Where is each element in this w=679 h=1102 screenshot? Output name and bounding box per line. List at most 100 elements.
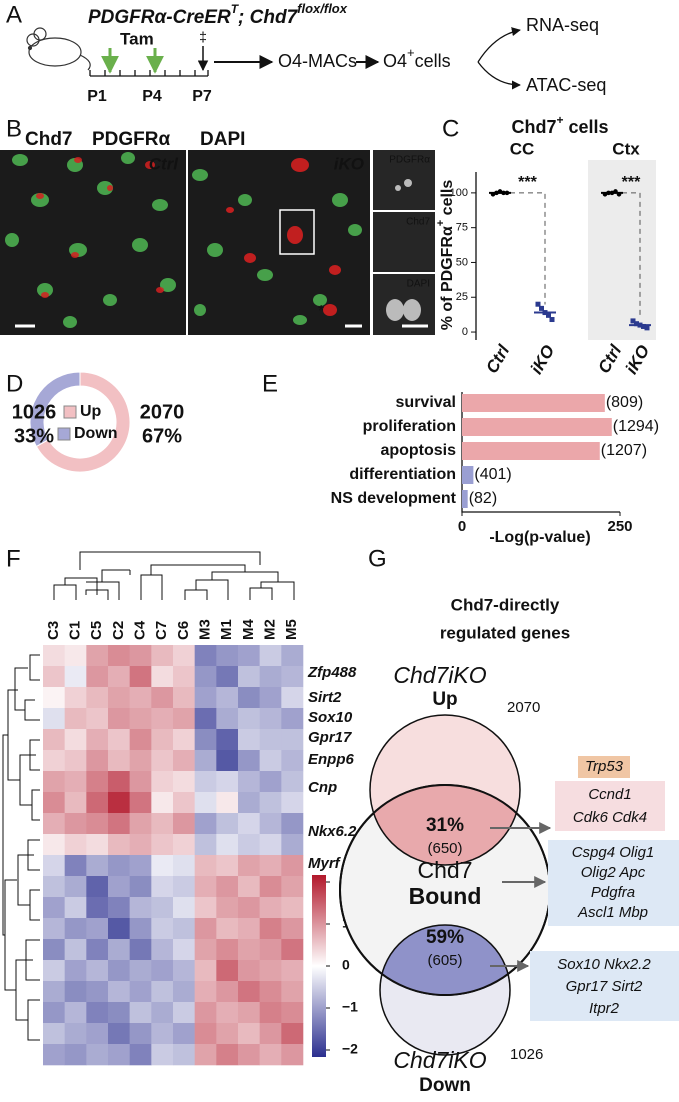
gene-label: Sox10 (308, 709, 353, 726)
heatmap-cell (173, 813, 195, 835)
heatmap-cell (238, 897, 260, 919)
heatmap-cell (281, 834, 304, 856)
heatmap-cell (64, 792, 87, 814)
heatmap-cell (86, 729, 109, 751)
step-part: cells (415, 51, 451, 71)
column-label: M4 (240, 619, 257, 640)
heatmap-cell (43, 855, 65, 877)
donut-value: 1026 (12, 401, 57, 423)
step-sup: + (407, 45, 415, 60)
gene-label: Myrf (308, 855, 342, 872)
heatmap-cell (108, 645, 130, 667)
heatmap-cell (281, 750, 304, 772)
heatmap-cell (151, 876, 174, 898)
heatmap-cell (43, 1002, 65, 1024)
column-label: C7 (153, 621, 170, 640)
heatmap-cell (281, 1044, 304, 1066)
heatmap-cell (259, 876, 282, 898)
panel-label: F (6, 545, 21, 572)
heatmap-cell (108, 939, 130, 961)
title-part: Chd7 (511, 117, 556, 137)
heatmap-cell (151, 981, 174, 1003)
tam-label: Tam (120, 29, 154, 48)
x-axis-label: -Log(p-value) (489, 529, 590, 546)
heatmap-cell (151, 771, 174, 793)
heatmap-cell (194, 876, 217, 898)
category-label: proliferation (363, 418, 456, 435)
x-tick-label: 0 (458, 518, 466, 535)
heatmap-cell (86, 918, 109, 940)
heatmap-cell (108, 708, 130, 730)
heatmap-cell (173, 939, 195, 961)
heatmap-cell (43, 708, 65, 730)
heatmap-cell (194, 834, 217, 856)
heatmap-cell (238, 813, 260, 835)
heatmap-cell (129, 1044, 152, 1066)
count-label: (82) (469, 490, 497, 507)
heatmap-cell (129, 750, 152, 772)
heatmap-cell (64, 960, 87, 982)
micrograph (0, 150, 435, 335)
heatmap-cell (238, 666, 260, 688)
column-label: C6 (175, 621, 192, 640)
heatmap-cell (151, 645, 174, 667)
colorbar (312, 875, 326, 1057)
heatmap-cell (281, 792, 304, 814)
step-label: O4-MACs (278, 51, 357, 71)
gene-name: Olig2 Apc (581, 864, 646, 881)
column-label: C3 (45, 621, 62, 640)
gene-box (578, 756, 630, 778)
heatmap-cell (194, 1023, 217, 1045)
heatmap-cell (281, 1002, 304, 1024)
significance-label: *** (622, 174, 641, 191)
image-label: Ctrl (149, 154, 180, 173)
heatmap-cell (281, 666, 304, 688)
heatmap-cell (259, 813, 282, 835)
heatmap-cell (108, 1002, 130, 1024)
genotype-sup: T (231, 2, 240, 16)
heatmap-cell (43, 939, 65, 961)
heatmap-cell (64, 813, 87, 835)
gene-label: Cnp (308, 779, 337, 796)
heatmap-cell (86, 1023, 109, 1045)
heatmap-cell (108, 918, 130, 940)
heatmap-cell (194, 1002, 217, 1024)
bar (462, 442, 600, 460)
heatmap-cell (64, 750, 87, 772)
heatmap-cell (281, 1023, 304, 1045)
heatmap-cell (173, 834, 195, 856)
legend-swatch (57, 427, 71, 441)
heatmap-cell (194, 771, 217, 793)
heatmap-cell (259, 960, 282, 982)
heatmap-cell (259, 792, 282, 814)
heatmap-cell (151, 792, 174, 814)
data-point (630, 318, 636, 324)
heatmap-cell (238, 1044, 260, 1066)
heatmap-cell (238, 687, 260, 709)
heatmap-cell (43, 876, 65, 898)
gene-name: Cdk6 Cdk4 (573, 809, 647, 826)
heatmap-cell (194, 687, 217, 709)
heatmap-cell (173, 1044, 195, 1066)
heatmap: C3 C1 C5 C2 C4 C7 C6 M3 M1 M4 M2 M5 (43, 619, 304, 1066)
heatmap-cell (216, 708, 239, 730)
heatmap-cell (238, 876, 260, 898)
donut-segment (29, 371, 81, 448)
heatmap-cell (194, 813, 217, 835)
heatmap-cell (173, 771, 195, 793)
heatmap-cell (281, 645, 304, 667)
heatmap-cell (129, 939, 152, 961)
y-tick-label: 0 (462, 326, 468, 338)
data-point (539, 305, 544, 311)
heatmap-cell (86, 666, 109, 688)
set-label: Down (419, 1075, 471, 1096)
heatmap-cell (238, 792, 260, 814)
heatmap-cell (151, 687, 174, 709)
heatmap-cell (151, 813, 174, 835)
data-point (549, 317, 555, 323)
heatmap-cell (108, 771, 130, 793)
heatmap-cell (64, 687, 87, 709)
y-axis-label: % of PDGFRα+ cells (435, 180, 456, 331)
heatmap-cell (216, 666, 239, 688)
heatmap-cell (259, 834, 282, 856)
